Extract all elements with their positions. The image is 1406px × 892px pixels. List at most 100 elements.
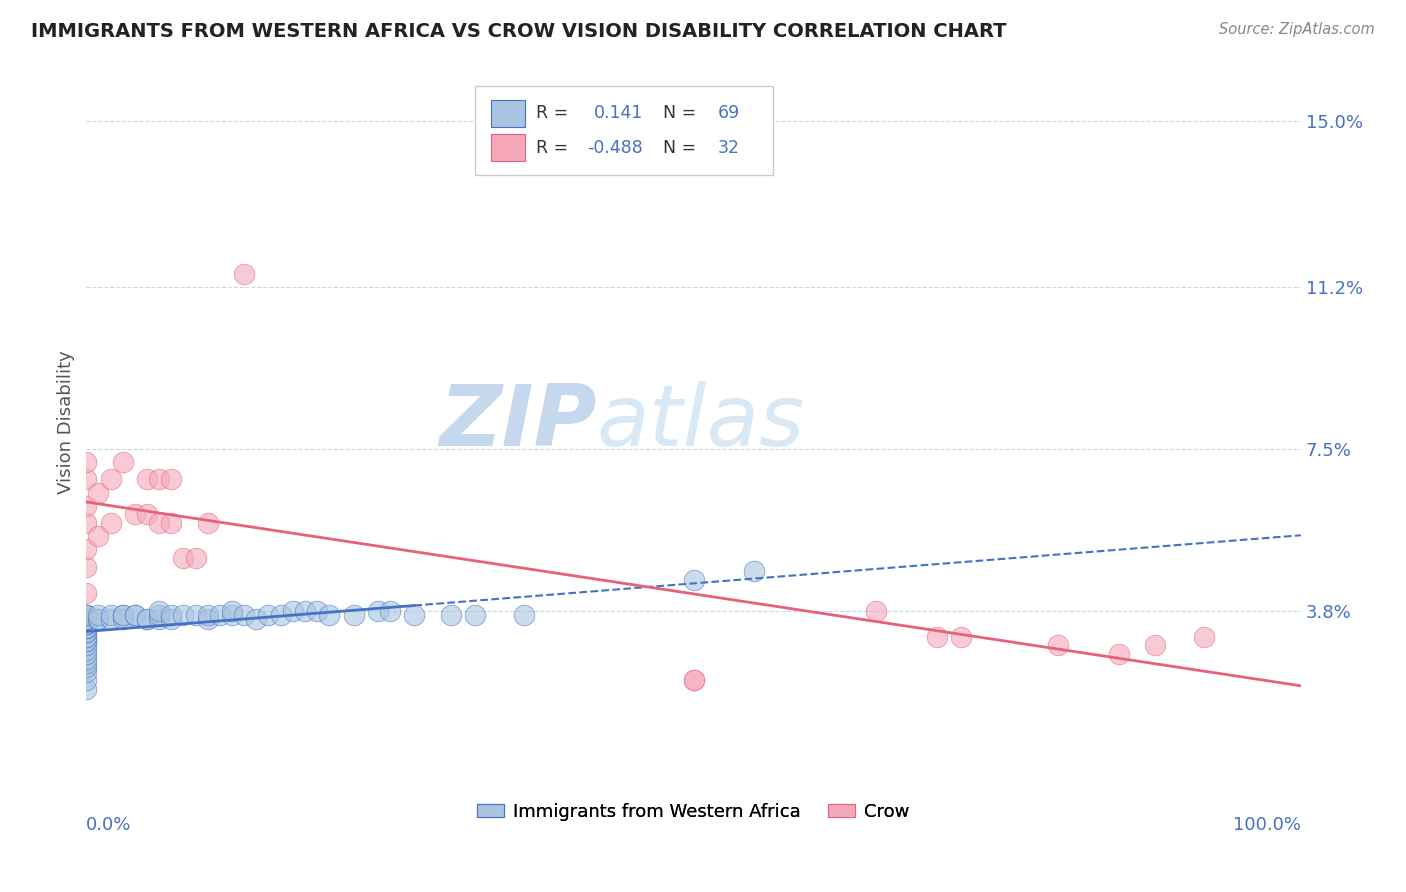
Point bbox=[148, 472, 170, 486]
Point bbox=[87, 529, 110, 543]
Text: 100.0%: 100.0% bbox=[1233, 815, 1301, 833]
FancyBboxPatch shape bbox=[491, 100, 524, 127]
Point bbox=[75, 542, 97, 557]
Point bbox=[160, 516, 183, 530]
Point bbox=[148, 516, 170, 530]
Text: 32: 32 bbox=[718, 139, 740, 157]
Point bbox=[75, 499, 97, 513]
Legend: Immigrants from Western Africa, Crow: Immigrants from Western Africa, Crow bbox=[470, 796, 917, 828]
Point bbox=[136, 612, 159, 626]
Point bbox=[172, 607, 194, 622]
Point bbox=[75, 472, 97, 486]
Point bbox=[75, 586, 97, 600]
Point bbox=[197, 607, 219, 622]
Text: -0.488: -0.488 bbox=[586, 139, 643, 157]
Point bbox=[75, 660, 97, 674]
Point bbox=[233, 607, 256, 622]
Point bbox=[270, 607, 292, 622]
Point bbox=[75, 621, 97, 635]
Text: IMMIGRANTS FROM WESTERN AFRICA VS CROW VISION DISABILITY CORRELATION CHART: IMMIGRANTS FROM WESTERN AFRICA VS CROW V… bbox=[31, 22, 1007, 41]
Point bbox=[221, 607, 243, 622]
Point bbox=[148, 603, 170, 617]
Point bbox=[87, 612, 110, 626]
Point bbox=[744, 564, 766, 578]
Point bbox=[75, 455, 97, 469]
Point bbox=[87, 607, 110, 622]
Text: ZIP: ZIP bbox=[439, 381, 596, 464]
Point bbox=[111, 607, 134, 622]
Point bbox=[257, 607, 280, 622]
Point bbox=[100, 607, 122, 622]
Point bbox=[1108, 647, 1130, 661]
Point bbox=[197, 516, 219, 530]
Point bbox=[75, 616, 97, 631]
Point bbox=[75, 625, 97, 640]
Point bbox=[148, 607, 170, 622]
Text: N =: N = bbox=[664, 104, 696, 122]
Point bbox=[124, 607, 146, 622]
Point bbox=[87, 612, 110, 626]
Y-axis label: Vision Disability: Vision Disability bbox=[58, 351, 75, 494]
Point bbox=[440, 607, 463, 622]
Point bbox=[136, 472, 159, 486]
Point bbox=[294, 603, 316, 617]
Point bbox=[75, 612, 97, 626]
Point bbox=[1046, 639, 1069, 653]
Point bbox=[111, 607, 134, 622]
Point bbox=[75, 647, 97, 661]
Point bbox=[160, 607, 183, 622]
Point bbox=[184, 607, 207, 622]
Point bbox=[75, 651, 97, 665]
Point bbox=[136, 508, 159, 522]
Point bbox=[404, 607, 426, 622]
Text: 0.141: 0.141 bbox=[593, 104, 644, 122]
Point bbox=[75, 656, 97, 670]
Point bbox=[184, 551, 207, 566]
FancyBboxPatch shape bbox=[491, 134, 524, 161]
Point bbox=[75, 682, 97, 697]
Point bbox=[75, 673, 97, 688]
Point bbox=[75, 621, 97, 635]
Point bbox=[75, 612, 97, 626]
Text: R =: R = bbox=[536, 104, 568, 122]
Point bbox=[100, 472, 122, 486]
Point bbox=[75, 665, 97, 679]
Point bbox=[75, 516, 97, 530]
Point bbox=[75, 630, 97, 644]
Point bbox=[75, 634, 97, 648]
Point bbox=[378, 603, 401, 617]
Text: N =: N = bbox=[664, 139, 696, 157]
Text: 0.0%: 0.0% bbox=[86, 815, 132, 833]
Text: atlas: atlas bbox=[596, 381, 804, 464]
Point bbox=[865, 603, 887, 617]
Point bbox=[75, 616, 97, 631]
Point bbox=[75, 607, 97, 622]
Point bbox=[160, 612, 183, 626]
Point bbox=[75, 612, 97, 626]
Point bbox=[464, 607, 486, 622]
Point bbox=[925, 630, 948, 644]
Point bbox=[75, 607, 97, 622]
Point bbox=[124, 607, 146, 622]
Text: 69: 69 bbox=[718, 104, 740, 122]
Text: R =: R = bbox=[536, 139, 568, 157]
Point bbox=[281, 603, 304, 617]
Point bbox=[75, 621, 97, 635]
Point bbox=[512, 607, 534, 622]
Point bbox=[75, 643, 97, 657]
Point bbox=[75, 612, 97, 626]
Point bbox=[75, 625, 97, 640]
Point bbox=[100, 612, 122, 626]
Point bbox=[75, 607, 97, 622]
Point bbox=[75, 559, 97, 574]
Point bbox=[124, 508, 146, 522]
Point bbox=[682, 573, 704, 587]
Point bbox=[318, 607, 340, 622]
Point bbox=[307, 603, 329, 617]
Point bbox=[1144, 639, 1167, 653]
Point bbox=[949, 630, 972, 644]
Point bbox=[148, 612, 170, 626]
Point bbox=[100, 516, 122, 530]
Point bbox=[342, 607, 364, 622]
FancyBboxPatch shape bbox=[475, 87, 772, 175]
